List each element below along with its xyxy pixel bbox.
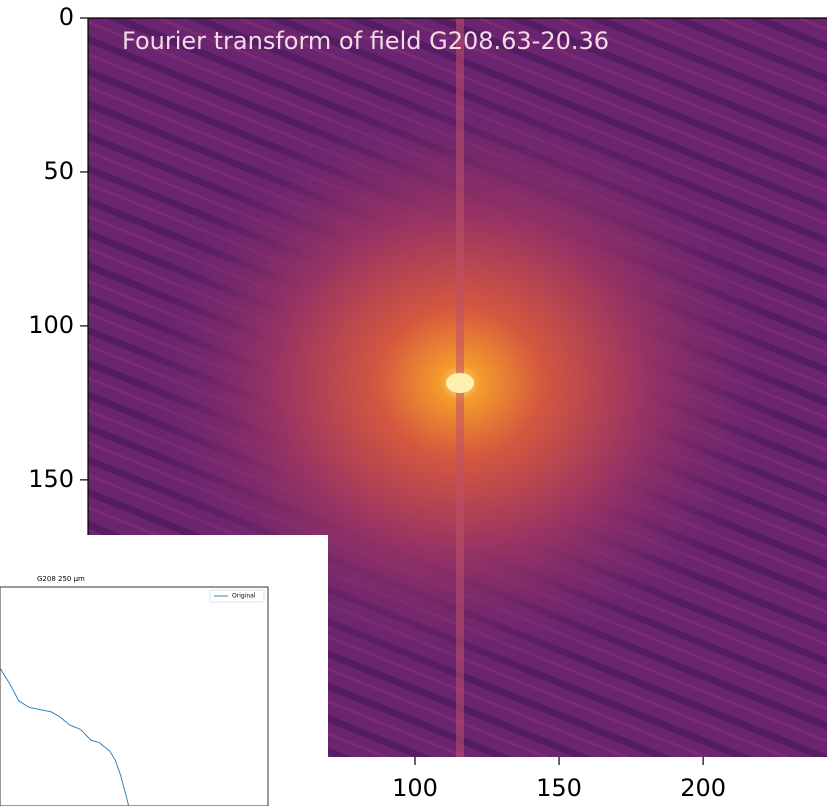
y-tick-label: 100 (28, 311, 74, 339)
x-tick-label: 100 (392, 774, 438, 802)
inset-frame (0, 586, 269, 806)
inset-window (0, 535, 328, 806)
inset-plot (0, 667, 130, 806)
y-tick-label: 150 (28, 465, 74, 493)
legend-box (209, 589, 265, 603)
y-tick-label: 0 (59, 3, 74, 31)
heatmap (88, 18, 827, 757)
inset-axes: G208 250 μm Original (0, 575, 269, 806)
series-line (0, 667, 130, 806)
chart-title: Fourier transform of field G208.63-20.36 (122, 27, 609, 55)
y-tick-label: 50 (43, 157, 74, 185)
inset-title: G208 250 μm (37, 575, 85, 583)
x-tick-label: 150 (536, 774, 582, 802)
legend-label: Original (232, 593, 256, 600)
x-tick-label: 200 (680, 774, 726, 802)
